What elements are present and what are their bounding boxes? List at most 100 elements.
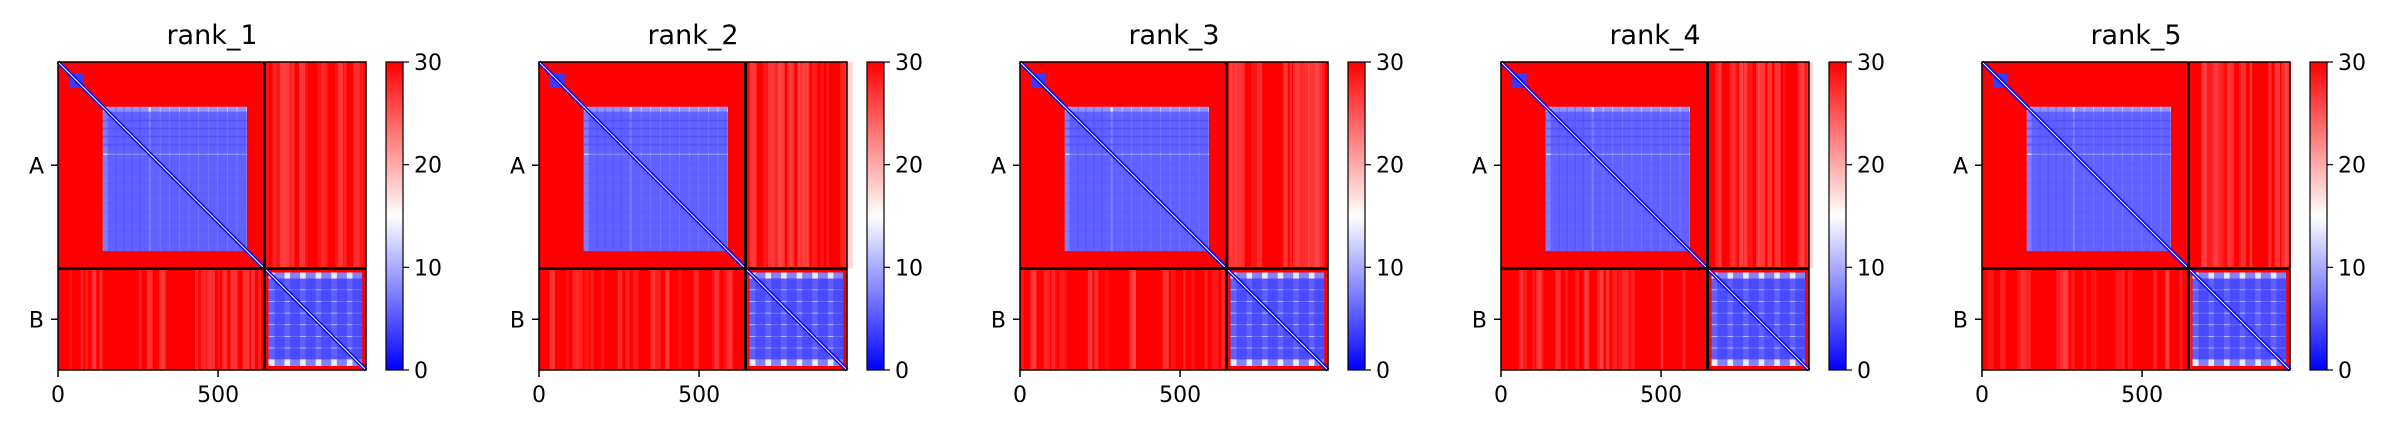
domain-band xyxy=(1550,106,1560,251)
colorbar-tick-label: 10 xyxy=(895,256,923,281)
interchain-stripe xyxy=(579,268,583,370)
interchain-stripe xyxy=(801,62,809,269)
panel-title: rank_2 xyxy=(647,20,738,51)
interchain-stripes xyxy=(1987,62,2293,370)
interchain-stripe xyxy=(2122,268,2125,370)
domain-band xyxy=(274,272,285,366)
interchain-stripe xyxy=(1242,62,1245,269)
domain-band xyxy=(1267,272,1278,366)
domain-band xyxy=(1733,272,1744,366)
domain-band xyxy=(179,106,189,251)
interchain-stripe xyxy=(242,268,250,370)
x-tick-label: 0 xyxy=(1013,383,1027,408)
interchain-stripes xyxy=(549,62,853,370)
interchain-stripe xyxy=(1584,268,1590,370)
interchain-stripe xyxy=(2020,268,2024,370)
pae-panel: rank_4 0 500 A B 0 10 20 30 xyxy=(1472,20,1885,408)
x-tick-label: 0 xyxy=(51,383,65,408)
domain-band xyxy=(631,106,641,251)
interchain-stripe xyxy=(625,268,630,370)
interchain-stripe xyxy=(712,268,718,370)
interchain-stripe xyxy=(770,62,775,269)
domain-band xyxy=(833,272,844,366)
interchain-stripe xyxy=(1058,268,1065,370)
colorbar-tick-label: 20 xyxy=(1857,154,1885,179)
x-tick-label: 500 xyxy=(197,383,239,408)
diagonal-highlight xyxy=(1500,61,1810,371)
interchain-stripe xyxy=(2213,62,2219,269)
interchain-stripe xyxy=(138,268,142,370)
interchain-stripe xyxy=(99,268,103,370)
interchain-stripe xyxy=(2153,268,2158,370)
interchain-stripe xyxy=(1555,268,1561,370)
interchain-stripe xyxy=(146,268,153,370)
interchain-stripes xyxy=(1020,62,1325,370)
domain-band xyxy=(115,106,125,251)
interchain-stripe xyxy=(1532,268,1535,370)
interchain-stripe xyxy=(229,268,233,370)
colorbar-tick-label: 10 xyxy=(1857,256,1885,281)
domain-band xyxy=(2074,106,2084,251)
chain-label: A xyxy=(1472,154,1487,179)
interchain-stripe xyxy=(565,268,570,370)
domain-band xyxy=(2214,272,2225,366)
colorbar-tick-label: 0 xyxy=(895,359,909,384)
interchain-stripe xyxy=(1539,268,1544,370)
interchain-stripe xyxy=(1321,62,1325,269)
domain-band xyxy=(2039,106,2049,251)
domain-band xyxy=(189,106,199,251)
domain-band xyxy=(227,106,237,251)
interchain-stripe xyxy=(1282,62,1287,269)
interchain-stripe xyxy=(1162,268,1169,370)
domain-band xyxy=(1748,272,1759,366)
domain-band xyxy=(2260,272,2271,366)
domain-band xyxy=(1593,106,1603,251)
domain-band xyxy=(718,106,728,251)
interchain-stripe xyxy=(278,62,283,269)
diagonal-highlight xyxy=(57,61,367,371)
pae-panel: rank_1 0 500 A B 0 10 20 30 xyxy=(29,20,442,408)
domain-band xyxy=(290,272,301,366)
domain-band xyxy=(208,106,218,251)
domain-band xyxy=(2031,106,2041,251)
interchain-stripe xyxy=(714,268,720,370)
interchain-stripe xyxy=(1537,268,1542,370)
interchain-stripe xyxy=(1716,62,1719,269)
colorbar xyxy=(385,61,404,371)
plot-frame xyxy=(57,61,367,371)
domain-band xyxy=(1101,106,1111,251)
colorbar-tick-label: 0 xyxy=(414,359,428,384)
interchain-stripe xyxy=(1660,268,1664,370)
domain-band xyxy=(1779,272,1790,366)
interchain-stripe xyxy=(299,62,306,269)
interchain-stripe xyxy=(811,62,818,269)
domain-band xyxy=(1661,106,1671,251)
domain-band xyxy=(1283,272,1294,366)
interchain-stripe xyxy=(678,268,682,370)
interchain-stripe xyxy=(2202,62,2207,269)
domain-band xyxy=(1717,272,1728,366)
interchain-stripe xyxy=(1618,268,1623,370)
domain-band xyxy=(689,106,699,251)
interchain-stripe xyxy=(1183,268,1186,370)
colorbar-tick-label: 20 xyxy=(1376,154,1404,179)
interchain-stripe xyxy=(826,62,830,269)
domain-band xyxy=(1141,106,1151,251)
interchain-stripe xyxy=(2268,62,2272,269)
interchain-stripe xyxy=(846,62,853,269)
interchain-stripe xyxy=(289,62,295,269)
interchain-stripe xyxy=(2000,268,2006,370)
interchain-stripe xyxy=(305,62,308,269)
interchain-stripe xyxy=(777,62,785,269)
plot-frame xyxy=(538,61,848,371)
interchain-stripe xyxy=(1739,62,1743,269)
x-tick-label: 0 xyxy=(1494,383,1508,408)
interchain-stripe xyxy=(301,62,306,269)
interchain-stripe xyxy=(1090,268,1093,370)
domain-band xyxy=(198,106,208,251)
colorbar-tick-label: 30 xyxy=(895,51,923,76)
interchain-stripe xyxy=(1313,62,1320,269)
interchain-stripe xyxy=(321,62,328,269)
domain-band xyxy=(755,272,766,366)
